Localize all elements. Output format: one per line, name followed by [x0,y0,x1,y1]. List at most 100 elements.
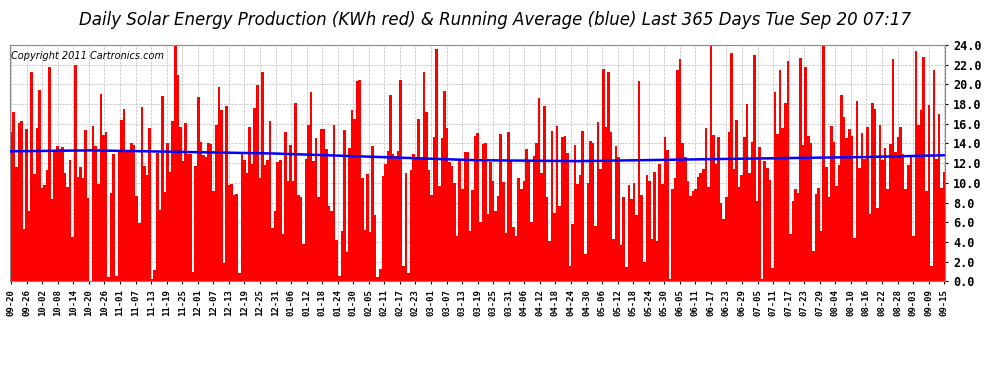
Bar [905,189,907,281]
Bar [15,167,18,281]
Bar [671,189,674,281]
Bar [581,130,584,281]
Bar [594,226,597,281]
Bar [476,132,479,281]
Bar [881,160,884,281]
Bar [697,177,699,281]
Bar [910,156,912,281]
Bar [363,230,366,281]
Bar [502,182,505,281]
Bar [794,189,797,281]
Bar [438,186,441,281]
Bar [84,130,87,281]
Bar [618,156,620,281]
Bar [799,58,802,281]
Bar [179,127,181,281]
Bar [246,172,248,281]
Bar [489,162,492,281]
Bar [236,195,238,281]
Bar [50,199,53,281]
Bar [376,277,379,281]
Bar [805,68,807,281]
Bar [205,157,207,281]
Bar [336,240,338,281]
Bar [474,136,476,281]
Bar [328,206,331,281]
Bar [274,211,276,281]
Bar [256,84,258,281]
Bar [412,154,415,281]
Bar [463,152,466,281]
Bar [176,75,179,281]
Bar [87,198,89,281]
Bar [220,110,223,281]
Bar [466,152,468,281]
Bar [481,144,484,281]
Bar [725,196,728,281]
Bar [156,153,158,281]
Bar [248,127,250,281]
Bar [346,252,348,281]
Bar [228,185,231,281]
Bar [715,164,718,281]
Bar [361,178,363,281]
Bar [928,105,930,281]
Bar [144,166,146,281]
Bar [902,154,905,281]
Bar [344,130,346,281]
Bar [268,122,271,281]
Bar [710,46,712,281]
Bar [858,168,861,281]
Bar [402,266,405,281]
Bar [763,160,766,281]
Bar [263,165,266,281]
Bar [166,143,169,281]
Bar [313,160,315,281]
Bar [379,269,381,281]
Bar [728,132,731,281]
Bar [876,208,879,281]
Bar [69,160,71,281]
Bar [10,132,13,281]
Bar [471,190,474,281]
Bar [550,131,553,281]
Bar [307,125,310,281]
Bar [615,146,618,281]
Bar [400,80,402,281]
Bar [907,165,910,281]
Bar [97,184,100,281]
Bar [49,67,50,281]
Bar [418,119,420,281]
Bar [523,181,525,281]
Bar [461,189,463,281]
Bar [579,176,581,281]
Bar [153,270,156,281]
Bar [323,129,325,281]
Bar [333,125,336,281]
Bar [415,159,418,281]
Bar [871,103,874,281]
Bar [215,125,218,281]
Bar [889,144,892,281]
Bar [423,72,425,281]
Bar [192,272,194,281]
Bar [525,149,528,281]
Bar [868,214,871,281]
Bar [487,214,489,281]
Bar [105,132,107,281]
Bar [692,191,694,281]
Bar [150,279,153,281]
Bar [358,80,361,281]
Bar [120,120,123,281]
Bar [318,197,320,281]
Bar [623,197,625,281]
Bar [741,176,742,281]
Bar [292,181,294,281]
Bar [338,276,341,281]
Bar [815,194,818,281]
Bar [231,184,233,281]
Bar [620,244,623,281]
Bar [653,171,655,281]
Bar [602,69,605,281]
Bar [899,128,902,281]
